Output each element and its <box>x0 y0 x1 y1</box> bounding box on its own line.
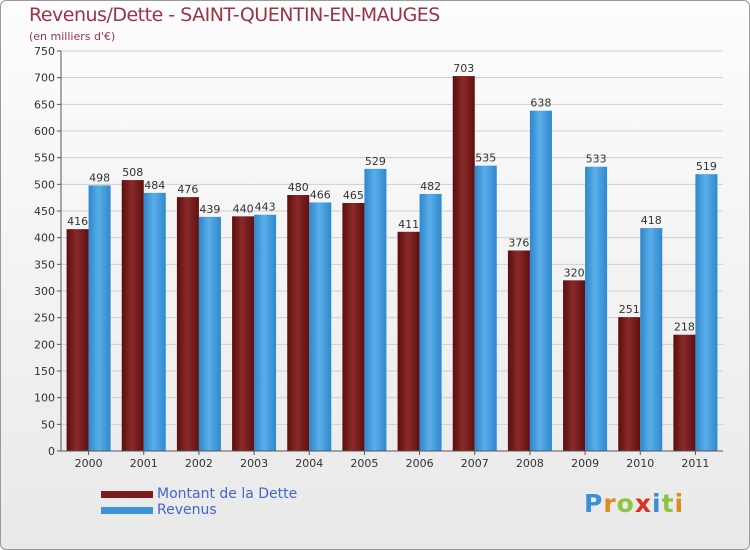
y-tick-label: 350 <box>34 258 55 271</box>
logo-letter: i <box>674 489 685 518</box>
value-label-debt: 416 <box>67 215 88 228</box>
y-tick-label: 600 <box>34 125 55 138</box>
legend-label-revenue: Revenus <box>157 502 217 518</box>
x-tick-label: 2003 <box>240 457 268 470</box>
value-label-revenue: 535 <box>475 152 496 165</box>
value-label-revenue: 466 <box>310 188 331 201</box>
logo-letter: o <box>616 489 635 518</box>
value-label-debt: 440 <box>233 202 254 215</box>
y-tick-label: 700 <box>34 72 55 85</box>
value-label-revenue: 439 <box>199 203 220 216</box>
y-tick-label: 0 <box>48 445 55 458</box>
legend-swatch-revenue <box>101 507 153 514</box>
x-axis-ticks: 2000 2001 2002 2003 2004 2005 2006 2007 2008 2009… <box>75 451 709 470</box>
bar-debt <box>287 195 310 451</box>
bar-debt <box>563 280 586 451</box>
value-label-revenue: 484 <box>144 179 165 192</box>
value-label-debt: 703 <box>453 62 474 75</box>
bar-debt <box>342 203 365 451</box>
value-label-debt: 465 <box>343 189 364 202</box>
bar-revenue <box>88 185 111 451</box>
bar-revenue <box>364 168 387 451</box>
y-tick-label: 100 <box>34 392 55 405</box>
value-label-debt: 508 <box>122 166 143 179</box>
value-label-debt: 320 <box>564 266 585 279</box>
value-label-debt: 411 <box>398 218 419 231</box>
value-label-revenue: 482 <box>420 180 441 193</box>
bar-debt <box>232 216 255 451</box>
x-tick-label: 2005 <box>350 457 378 470</box>
chart-subtitle: (en milliers d'€) <box>29 30 116 43</box>
logo-letter: r <box>603 489 617 518</box>
bar-debt <box>66 229 89 451</box>
bar-debt <box>452 76 475 452</box>
bar-revenue <box>198 216 221 451</box>
y-tick-label: 50 <box>41 418 55 431</box>
grid-lines <box>61 50 723 452</box>
value-label-debt: 376 <box>508 236 529 249</box>
y-tick-label: 250 <box>34 312 55 325</box>
value-label-revenue: 498 <box>89 171 110 184</box>
bar-debt <box>673 334 696 451</box>
bar-revenue <box>640 228 663 451</box>
value-label-revenue: 418 <box>641 214 662 227</box>
y-tick-label: 500 <box>34 178 55 191</box>
x-tick-label: 2010 <box>626 457 654 470</box>
y-tick-label: 200 <box>34 338 55 351</box>
value-label-revenue: 533 <box>586 153 607 166</box>
value-label-debt: 476 <box>177 183 198 196</box>
logo-letter: x <box>634 489 652 518</box>
value-label-debt: 480 <box>288 181 309 194</box>
x-tick-label: 2001 <box>130 457 158 470</box>
value-label-debt: 251 <box>619 303 640 316</box>
x-tick-label: 2006 <box>406 457 434 470</box>
x-tick-label: 2007 <box>461 457 489 470</box>
bar-revenue <box>254 214 277 451</box>
y-tick-label: 550 <box>34 152 55 165</box>
y-tick-label: 300 <box>34 285 55 298</box>
x-tick-label: 2011 <box>681 457 709 470</box>
y-tick-label: 150 <box>34 365 55 378</box>
logo-letter: t <box>661 489 675 518</box>
bar-debt <box>121 180 144 452</box>
x-tick-label: 2000 <box>75 457 103 470</box>
bar-debt <box>397 231 420 451</box>
legend-label-debt: Montant de la Dette <box>157 486 298 502</box>
y-axis-ticks: 0 50 100 150 200 250 300 350 400 450 500 550 600 650 7… <box>34 45 61 458</box>
bar-revenue <box>419 193 442 451</box>
y-tick-label: 750 <box>34 45 55 58</box>
bar-revenue <box>474 165 497 451</box>
bar-revenue <box>695 174 718 451</box>
bar-revenue <box>585 166 608 451</box>
legend-swatch-debt <box>101 491 153 498</box>
x-tick-label: 2002 <box>185 457 213 470</box>
y-tick-label: 450 <box>34 205 55 218</box>
bar-revenue <box>309 202 332 451</box>
bar-debt <box>176 197 199 451</box>
value-label-debt: 218 <box>674 321 695 334</box>
x-tick-label: 2004 <box>295 457 323 470</box>
proxiti-logo: Proxiti <box>584 489 684 518</box>
value-label-revenue: 443 <box>255 201 276 214</box>
bar-debt <box>618 317 641 451</box>
logo-letter: i <box>652 489 662 518</box>
value-label-revenue: 638 <box>530 97 551 110</box>
value-label-revenue: 519 <box>696 160 717 173</box>
bar-debt <box>507 250 530 451</box>
value-label-revenue: 529 <box>365 155 386 168</box>
y-tick-label: 400 <box>34 232 55 245</box>
chart-title: Revenus/Dette - SAINT-QUENTIN-EN-MAUGES <box>29 4 440 26</box>
x-tick-label: 2009 <box>571 457 599 470</box>
bar-revenue <box>529 110 552 451</box>
bar-revenue <box>143 192 166 451</box>
x-tick-label: 2008 <box>516 457 544 470</box>
logo-letter: P <box>584 489 604 518</box>
y-tick-label: 650 <box>34 98 55 111</box>
